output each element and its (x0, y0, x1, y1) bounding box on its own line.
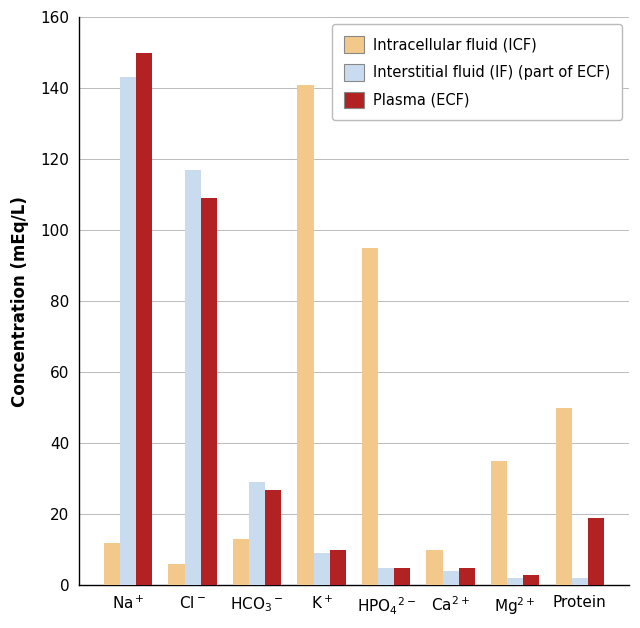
Bar (136, 53, 152, 585)
Bar (265, 490, 282, 585)
Bar (314, 553, 330, 585)
Y-axis label: Concentration (mEq/L): Concentration (mEq/L) (11, 196, 29, 407)
Bar (378, 568, 394, 585)
Bar (330, 550, 346, 585)
Bar (298, 85, 314, 585)
Bar (362, 248, 378, 585)
Bar (394, 568, 410, 585)
Legend: Intracellular fluid (ICF), Interstitial fluid (IF) (part of ECF), Plasma (ECF): Intracellular fluid (ICF), Interstitial … (332, 24, 621, 120)
Bar (233, 539, 249, 585)
Bar (507, 578, 524, 585)
Bar (249, 482, 265, 585)
Bar (120, 77, 136, 585)
Bar (104, 543, 120, 585)
Bar (201, 198, 217, 585)
Bar (572, 578, 588, 585)
Bar (588, 518, 604, 585)
Bar (459, 568, 475, 585)
Bar (184, 170, 201, 585)
Bar (168, 564, 184, 585)
Bar (556, 408, 572, 585)
Bar (443, 571, 459, 585)
Bar (524, 575, 540, 585)
Bar (491, 461, 507, 585)
Bar (426, 550, 443, 585)
